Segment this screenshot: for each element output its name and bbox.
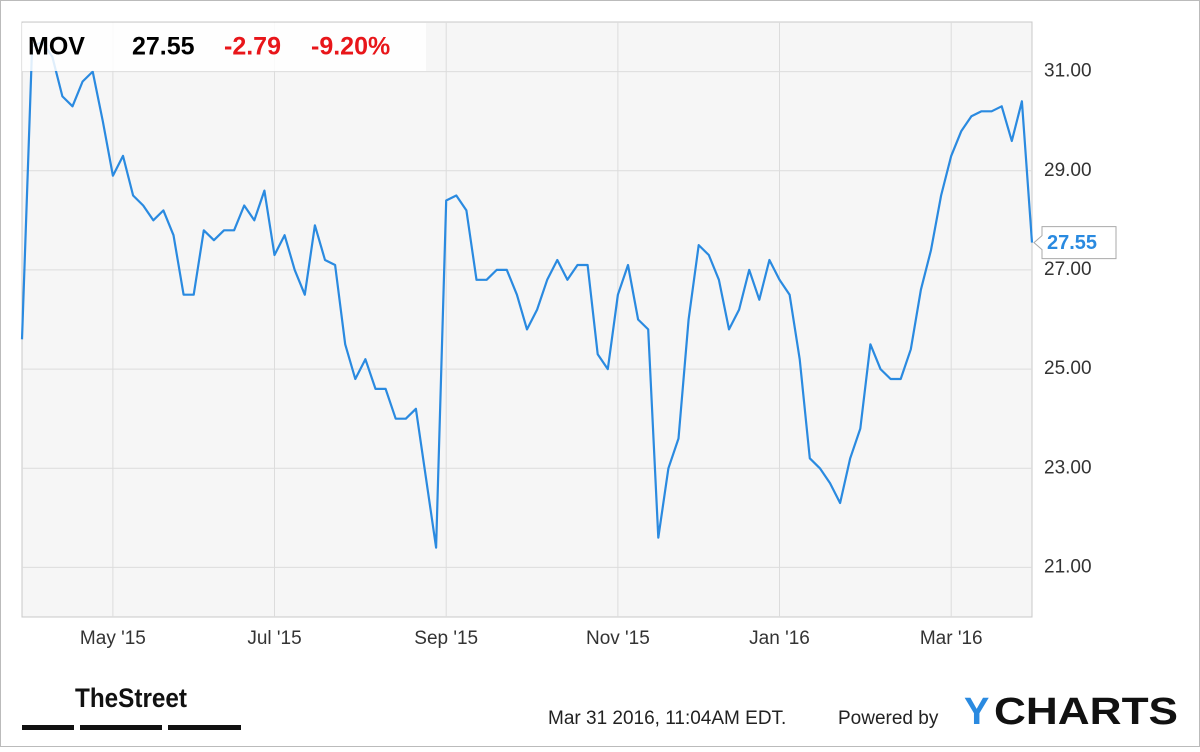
x-tick-label: Jul '15	[247, 628, 301, 649]
brand-bar	[80, 725, 162, 730]
timestamp: Mar 31 2016, 11:04AM EDT.	[548, 708, 786, 729]
plot-area	[21, 21, 1033, 618]
brand-bar	[22, 725, 74, 730]
brand-bar	[168, 725, 241, 730]
x-tick-label: Jan '16	[749, 628, 810, 649]
powered-by: Powered by	[838, 708, 939, 729]
x-tick-label: Sep '15	[414, 628, 478, 649]
grid	[22, 22, 1032, 617]
brand: TheStreet	[75, 683, 187, 713]
ticker: MOV	[28, 33, 85, 61]
change: -2.79	[224, 33, 281, 61]
price-line	[20, 40, 1034, 549]
y-tick-label: 27.00	[1044, 259, 1092, 280]
x-tick-label: Nov '15	[586, 628, 650, 649]
logo-rest: CHARTS	[994, 691, 1178, 733]
y-tick-label: 25.00	[1044, 358, 1092, 379]
y-tick-label: 31.00	[1044, 61, 1092, 82]
logo-y: Y	[964, 691, 989, 733]
x-tick-label: May '15	[80, 628, 146, 649]
y-tick-label: 21.00	[1044, 556, 1092, 577]
last-value-label: 27.55	[1047, 232, 1097, 254]
last-value-callout	[1033, 226, 1117, 260]
x-tick-label: Mar '16	[920, 628, 983, 649]
price: 27.55	[132, 33, 195, 61]
lines	[20, 40, 1034, 549]
change-percent: -9.20%	[311, 33, 390, 61]
header-box	[22, 23, 426, 71]
y-tick-label: 29.00	[1044, 160, 1092, 181]
y-tick-label: 23.00	[1044, 457, 1092, 478]
